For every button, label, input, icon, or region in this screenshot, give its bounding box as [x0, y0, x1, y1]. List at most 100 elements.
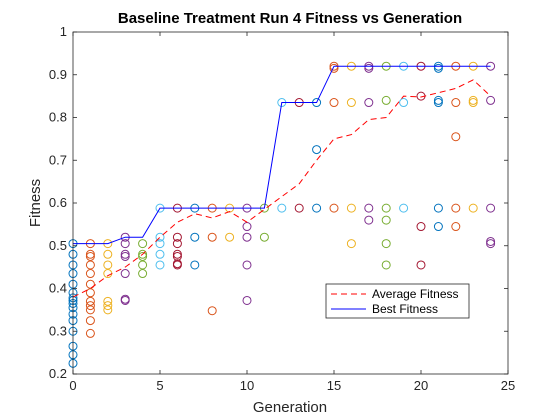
legend-best-fitness-label: Best Fitness — [372, 302, 438, 316]
population-point — [433, 203, 443, 213]
population-point — [381, 260, 391, 270]
population-point — [399, 203, 409, 213]
population-point — [172, 232, 182, 242]
population-point — [486, 239, 496, 249]
population-point — [294, 203, 304, 213]
population-point — [207, 306, 217, 316]
population-point — [433, 95, 443, 105]
y-tick-label: 1 — [60, 24, 67, 39]
y-tick-label: 0.2 — [49, 366, 67, 381]
population-point — [381, 239, 391, 249]
population-point — [242, 232, 252, 242]
population-point — [416, 260, 426, 270]
y-tick-label: 0.5 — [49, 238, 67, 253]
population-point — [242, 260, 252, 270]
population-point — [433, 98, 443, 108]
population-point — [433, 63, 443, 73]
population-point — [364, 98, 374, 108]
population-point — [103, 249, 113, 259]
population-point — [242, 295, 252, 305]
x-tick-label: 15 — [327, 378, 341, 393]
population-point — [85, 279, 95, 289]
population-point — [486, 236, 496, 246]
population-point — [85, 249, 95, 259]
population-point — [190, 232, 200, 242]
population-point — [103, 260, 113, 270]
population-point — [120, 269, 130, 279]
population-point — [329, 63, 339, 73]
x-tick-label: 10 — [240, 378, 254, 393]
y-tick-label: 0.7 — [49, 152, 67, 167]
population-point — [346, 98, 356, 108]
population-point — [416, 222, 426, 232]
y-tick-label: 0.4 — [49, 281, 67, 296]
population-point — [172, 239, 182, 249]
population-point — [486, 203, 496, 213]
population-point — [155, 232, 165, 242]
x-axis-label: Generation — [253, 399, 327, 416]
population-point — [155, 260, 165, 270]
population-point — [329, 98, 339, 108]
legend: Average Fitness Best Fitness — [325, 283, 470, 319]
population-point — [225, 232, 235, 242]
series-lines — [72, 65, 491, 298]
population-point — [85, 251, 95, 261]
population-point — [312, 145, 322, 155]
population-point — [172, 251, 182, 261]
population-point — [312, 203, 322, 213]
population-point — [85, 328, 95, 338]
population-point — [433, 222, 443, 232]
population-point — [138, 249, 148, 259]
population-point — [190, 260, 200, 270]
population-point — [329, 203, 339, 213]
x-tick-label: 20 — [414, 378, 428, 393]
population-point — [451, 98, 461, 108]
plot-area — [73, 32, 508, 374]
population-point — [451, 203, 461, 213]
population-point — [138, 269, 148, 279]
x-tick-label: 0 — [69, 378, 76, 393]
population-point — [468, 98, 478, 108]
legend-box — [325, 283, 470, 319]
average-fitness-line — [72, 79, 491, 298]
population-point — [138, 239, 148, 249]
population-point — [103, 305, 113, 315]
population-point — [346, 239, 356, 249]
population-point — [468, 203, 478, 213]
population-point — [155, 239, 165, 249]
population-point — [364, 203, 374, 213]
population-point — [85, 316, 95, 326]
y-tick-label: 0.9 — [49, 67, 67, 82]
population-point — [120, 295, 130, 305]
population-point — [85, 305, 95, 315]
population-point — [103, 301, 113, 311]
y-axis-label: Fitness — [27, 179, 44, 227]
population-point — [451, 132, 461, 142]
axes: 0 5 10 15 20 25 0.2 0.3 0.4 0.5 0.6 0.7 0.8 0.9 1 — [49, 24, 515, 393]
x-tick-label: 5 — [156, 378, 163, 393]
population-point — [85, 296, 95, 306]
population-point — [207, 232, 217, 242]
best-fitness-line — [73, 65, 491, 245]
population-point — [381, 95, 391, 105]
population-point — [346, 203, 356, 213]
population-point — [172, 260, 182, 270]
population-point — [155, 249, 165, 259]
x-tick-label: 25 — [501, 378, 515, 393]
population-point — [399, 98, 409, 108]
population-point — [138, 251, 148, 261]
population-point — [85, 301, 95, 311]
population-point — [85, 288, 95, 298]
population-point — [451, 222, 461, 232]
population-point — [364, 215, 374, 225]
population-point — [85, 260, 95, 270]
population-point — [259, 232, 269, 242]
legend-average-fitness-label: Average Fitness — [372, 287, 459, 301]
population-point — [120, 249, 130, 259]
population-point — [103, 296, 113, 306]
population-point — [120, 239, 130, 249]
population-point — [85, 269, 95, 279]
population-point — [138, 260, 148, 270]
y-tick-label: 0.8 — [49, 110, 67, 125]
